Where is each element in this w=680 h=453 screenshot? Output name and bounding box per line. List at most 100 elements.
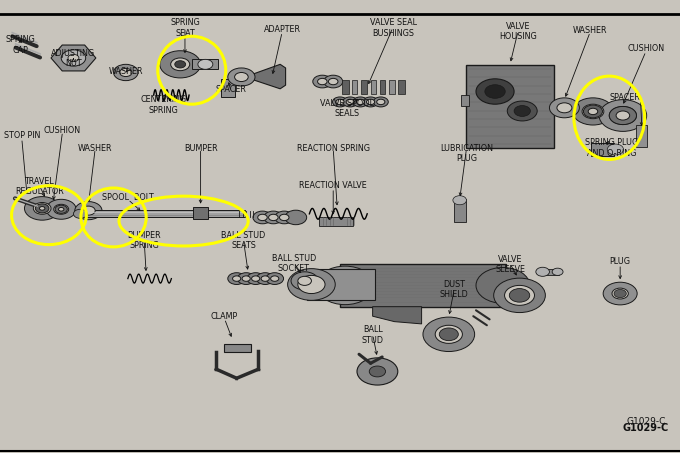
Circle shape [242, 276, 250, 281]
Circle shape [228, 68, 255, 86]
Circle shape [288, 269, 335, 300]
Circle shape [198, 59, 213, 69]
Text: WASHER: WASHER [78, 144, 112, 153]
Circle shape [582, 104, 604, 119]
Circle shape [256, 273, 274, 284]
Text: CUSHION: CUSHION [44, 126, 81, 135]
Bar [319, 217, 353, 226]
Circle shape [609, 106, 636, 125]
Circle shape [46, 199, 76, 219]
Circle shape [599, 100, 647, 131]
Circle shape [514, 106, 530, 116]
Circle shape [614, 289, 626, 298]
Bar [224, 344, 251, 352]
Circle shape [357, 358, 398, 385]
Circle shape [324, 75, 343, 88]
Bar [82, 210, 245, 217]
Circle shape [285, 210, 307, 225]
Circle shape [171, 58, 190, 71]
Text: PLUG: PLUG [610, 257, 630, 266]
Bar [636, 125, 647, 147]
Circle shape [82, 206, 95, 215]
Text: SPRING
SEAT: SPRING SEAT [170, 18, 200, 38]
Circle shape [435, 325, 462, 343]
Circle shape [237, 273, 255, 284]
Circle shape [552, 268, 563, 275]
Text: BALL STUD
SOCKET: BALL STUD SOCKET [271, 254, 316, 273]
Circle shape [61, 50, 86, 66]
Text: DUST
SHIELD: DUST SHIELD [440, 280, 469, 299]
Circle shape [114, 64, 138, 81]
Text: WASHER: WASHER [109, 67, 143, 76]
Bar [192, 59, 218, 69]
Bar [221, 79, 235, 97]
Text: SPACER: SPACER [610, 93, 641, 102]
Circle shape [476, 267, 530, 304]
Circle shape [253, 211, 272, 224]
Bar [342, 80, 349, 94]
Circle shape [54, 204, 69, 214]
Circle shape [313, 75, 332, 88]
Circle shape [423, 317, 475, 352]
Circle shape [120, 68, 132, 77]
Circle shape [233, 276, 241, 281]
Bar [371, 80, 376, 94]
Circle shape [609, 106, 636, 125]
Text: SPRING
CAP: SPRING CAP [5, 35, 35, 55]
Circle shape [453, 196, 466, 205]
Bar [461, 95, 469, 106]
Circle shape [328, 78, 338, 85]
Bar [361, 80, 367, 94]
Text: REACTION SPRING: REACTION SPRING [296, 144, 370, 153]
Text: CENTERING
SPRING: CENTERING SPRING [140, 95, 186, 115]
Text: TRAVEL
REGULATOR: TRAVEL REGULATOR [15, 177, 64, 196]
Text: CLAMP: CLAMP [211, 312, 238, 321]
Circle shape [507, 101, 537, 121]
Circle shape [261, 276, 269, 281]
Circle shape [336, 99, 344, 105]
Text: BUMPER
SPRING: BUMPER SPRING [127, 231, 161, 251]
Circle shape [68, 54, 79, 62]
Text: LUBRICATION
PLUG: LUBRICATION PLUG [440, 144, 493, 164]
Bar [389, 80, 394, 94]
Circle shape [235, 72, 248, 82]
Circle shape [55, 205, 67, 213]
Circle shape [264, 211, 283, 224]
Circle shape [39, 207, 45, 210]
Circle shape [73, 209, 87, 218]
Circle shape [505, 285, 534, 305]
Circle shape [509, 289, 530, 302]
Bar [590, 143, 615, 156]
Circle shape [58, 207, 64, 211]
Text: G1029-C: G1029-C [623, 423, 669, 433]
Text: BUMPER: BUMPER [184, 144, 218, 153]
Circle shape [333, 97, 347, 107]
Circle shape [367, 99, 375, 105]
Text: BALL
STUD: BALL STUD [362, 325, 384, 345]
Circle shape [356, 99, 364, 105]
Circle shape [247, 273, 265, 284]
Circle shape [373, 97, 388, 107]
Text: VALVE SPOOL
SEALS: VALVE SPOOL SEALS [320, 99, 374, 118]
Bar [380, 80, 386, 94]
Bar [352, 80, 358, 94]
Text: VALVE SEAL
BUSHINGS: VALVE SEAL BUSHINGS [369, 18, 417, 38]
Circle shape [252, 276, 260, 281]
Circle shape [269, 214, 278, 221]
Circle shape [346, 99, 354, 105]
Circle shape [279, 214, 289, 221]
Circle shape [485, 85, 505, 98]
Circle shape [363, 97, 378, 107]
Text: VALVE
SLEEVE: VALVE SLEEVE [495, 255, 525, 274]
Circle shape [616, 111, 630, 120]
Text: G1029-C: G1029-C [626, 417, 666, 426]
Circle shape [291, 272, 318, 290]
Circle shape [160, 51, 201, 78]
Circle shape [573, 98, 613, 125]
Bar [466, 65, 554, 149]
Circle shape [24, 197, 60, 220]
Circle shape [549, 98, 579, 118]
Bar [340, 264, 506, 307]
Circle shape [33, 202, 51, 214]
Circle shape [258, 214, 267, 221]
